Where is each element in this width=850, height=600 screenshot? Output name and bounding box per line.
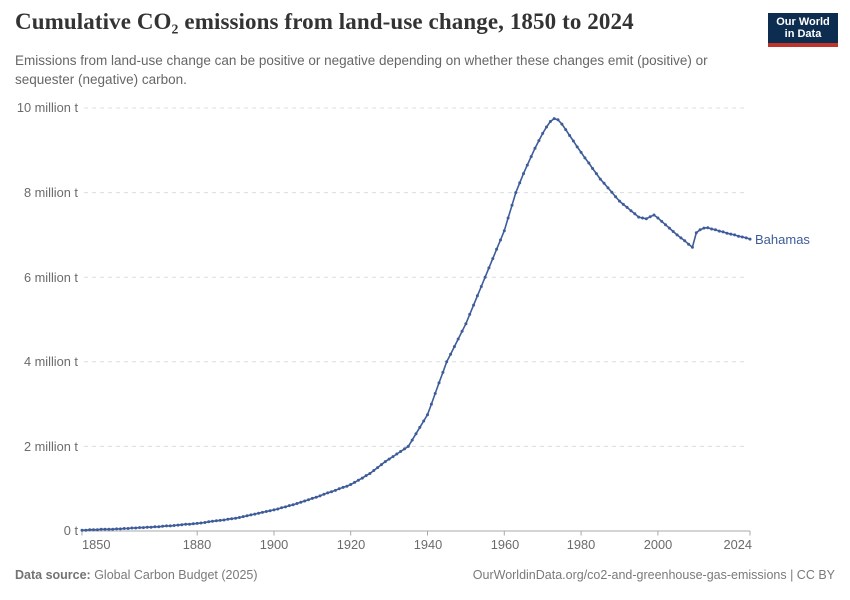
owid-logo-line1: Our World <box>776 16 830 28</box>
x-tick-label-1900: 1900 <box>259 537 289 552</box>
y-tick-label-6m: 6 million t <box>23 270 78 285</box>
x-tick-label-2000: 2000 <box>643 537 673 552</box>
x-tick-label-1850: 1850 <box>82 537 111 552</box>
x-tick-label-2024: 2024 <box>723 537 752 552</box>
x-tick-label-1880: 1880 <box>182 537 212 552</box>
y-tick-label-4m: 4 million t <box>23 354 78 369</box>
x-tick-label-1920: 1920 <box>336 537 366 552</box>
y-tick-label-2m: 2 million t <box>23 439 78 454</box>
series-label-bahamas[interactable]: Bahamas <box>755 232 810 247</box>
owid-logo[interactable]: Our World in Data <box>768 13 838 47</box>
data-source-value: Global Carbon Budget (2025) <box>90 568 258 582</box>
owid-logo-line2: in Data <box>784 28 822 40</box>
y-tick-label-8m: 8 million t <box>23 185 78 200</box>
page-title: Cumulative CO₂ emissions from land-use c… <box>15 9 634 34</box>
data-source-label: Data source: <box>15 568 91 582</box>
x-tick-label-1940: 1940 <box>413 537 443 552</box>
x-tick-label-1980: 1980 <box>566 537 596 552</box>
data-source-text: Data source: Global Carbon Budget (2025) <box>15 568 258 582</box>
chart-subtitle: Emissions from land-use change can be po… <box>15 53 708 87</box>
y-tick-label-10m: 10 million t <box>16 100 78 115</box>
credit-link[interactable]: OurWorldinData.org/co2-and-greenhouse-ga… <box>472 568 835 582</box>
footer: Data source: Global Carbon Budget (2025)… <box>15 568 835 582</box>
y-tick-label-0: 0 t <box>63 523 78 538</box>
x-tick-label-1960: 1960 <box>490 537 520 552</box>
